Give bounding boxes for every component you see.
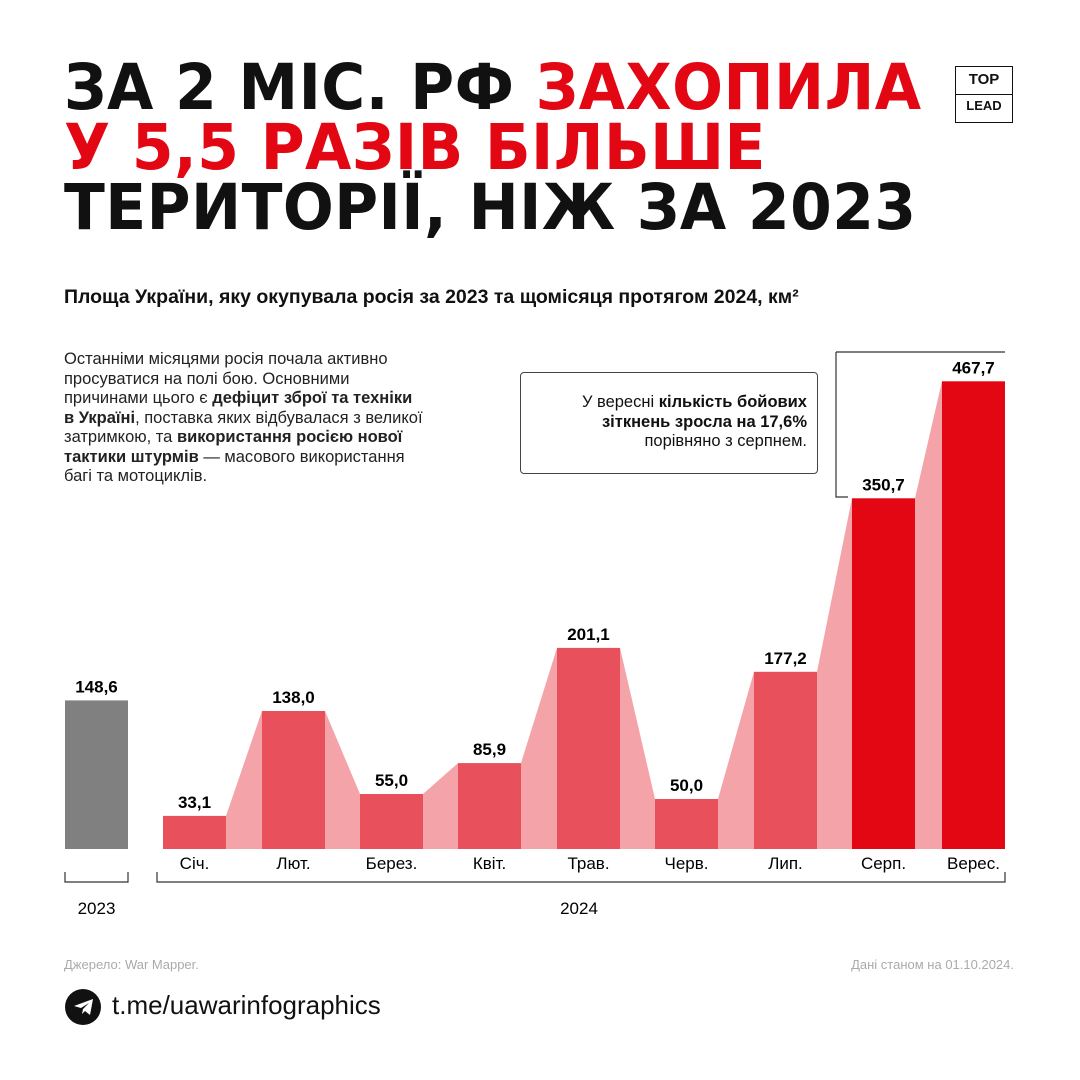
title-part: ЗА 2 МІС. РФ	[64, 51, 515, 124]
value-label: 467,7	[952, 358, 995, 377]
value-label: 138,0	[272, 688, 315, 707]
connector	[423, 763, 458, 849]
bar	[262, 711, 325, 849]
connector	[226, 711, 262, 849]
title-part: ТЕРИТОРІЇ, НІЖ ЗА 2023	[64, 171, 917, 244]
bar	[458, 763, 521, 849]
title-part: ЗАХОПИЛА	[535, 51, 922, 124]
x-tick-label: Верес.	[947, 854, 1000, 873]
bar	[65, 700, 128, 849]
x-tick-label: Січ.	[180, 854, 210, 873]
connector	[620, 647, 655, 849]
logo-top: TOP	[968, 71, 1000, 88]
value-label: 33,1	[178, 793, 211, 812]
bar	[942, 381, 1005, 849]
subtitle: Площа України, яку окупувала росія за 20…	[64, 286, 799, 308]
bar	[360, 794, 423, 849]
note-text: Останніми місяцями росія почала активно …	[64, 350, 388, 407]
value-label: 201,1	[567, 625, 610, 644]
annotation-text: У вересні	[581, 393, 659, 411]
title-part: У 5,5 РАЗІВ БІЛЬШЕ	[64, 111, 766, 184]
note-text: , поставка яких відбувалася з великої за…	[64, 408, 423, 447]
bar	[163, 815, 226, 849]
note-text: — масового використання багі та мотоцикл…	[64, 447, 405, 486]
x-tick-label: Квіт.	[473, 854, 506, 873]
date: Дані станом на 01.10.2024.	[851, 957, 1014, 972]
telegram-plane	[74, 999, 93, 1015]
logo: TOP LEAD	[955, 66, 1013, 123]
connector	[817, 498, 852, 849]
connector	[718, 671, 754, 849]
bracket	[835, 351, 1005, 498]
title: ЗА 2 МІС. РФ ЗАХОПИЛА У 5,5 РАЗІВ БІЛЬШЕ Т…	[64, 56, 922, 239]
group-label: 2023	[78, 899, 116, 918]
value-label: 50,0	[670, 776, 703, 795]
annotation-bold: кількість бойових зіткнень зросла на 17,…	[601, 393, 807, 431]
source: Джерело: War Mapper.	[64, 957, 199, 972]
group-bracket	[64, 872, 129, 883]
value-label: 148,6	[75, 677, 118, 696]
x-tick-label: Лип.	[768, 854, 803, 873]
group-bracket	[156, 872, 1006, 883]
x-tick-label: Берез.	[366, 854, 418, 873]
x-tick-label: Трав.	[567, 854, 609, 873]
annotation: У вересні кількість бойових зіткнень зро…	[520, 372, 818, 474]
value-label: 350,7	[862, 475, 905, 494]
bar	[655, 799, 718, 849]
x-tick-label: Серп.	[861, 854, 906, 873]
logo-bottom: LEAD	[956, 94, 1012, 115]
note: Останніми місяцями росія почала активно …	[64, 350, 424, 487]
annotation-text: порівняно з серпнем.	[644, 432, 807, 450]
value-label: 55,0	[375, 771, 408, 790]
value-label: 85,9	[473, 740, 506, 759]
bar	[557, 647, 620, 849]
bar	[754, 671, 817, 849]
connector	[521, 647, 557, 849]
link: t.me/uawarinfographics	[112, 990, 381, 1020]
note-bold: дефіцит зброї та техніки в Україні	[64, 389, 413, 427]
connector	[915, 381, 942, 849]
x-tick-label: Черв.	[665, 854, 709, 873]
x-tick-label: Лют.	[276, 854, 310, 873]
group-label: 2024	[560, 899, 598, 918]
connector	[325, 711, 360, 849]
note-bold: використання росією нової тактики штурмі…	[64, 428, 403, 466]
bar	[852, 498, 915, 849]
value-label: 177,2	[764, 649, 807, 668]
telegram-icon	[65, 989, 101, 1025]
